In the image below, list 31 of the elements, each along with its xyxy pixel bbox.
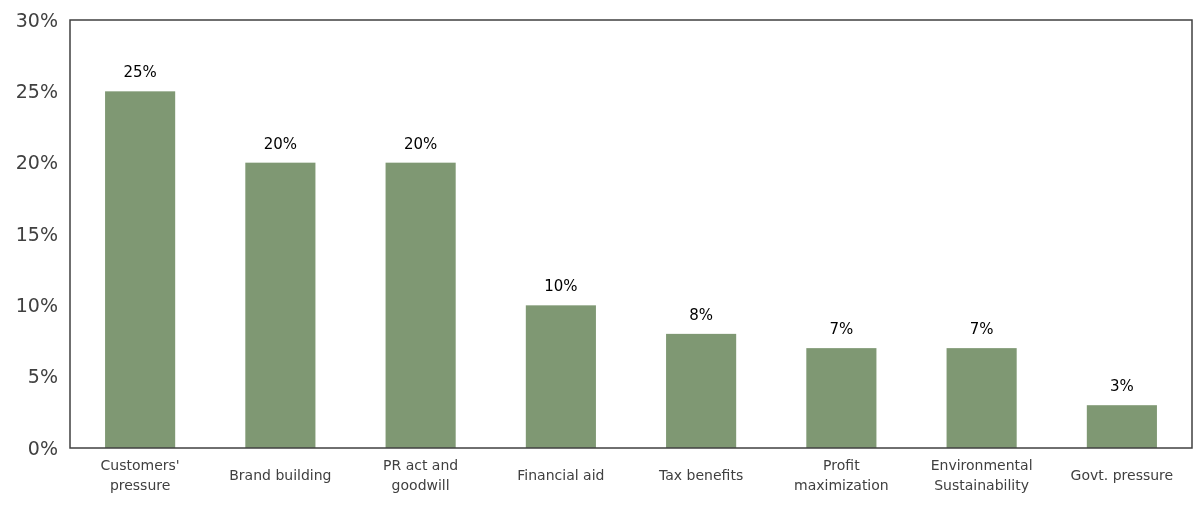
y-tick-label: 0% [27, 436, 58, 459]
bar [525, 305, 596, 448]
data-label: 10% [544, 277, 578, 296]
data-label: 20% [403, 134, 438, 153]
bar [946, 348, 1017, 448]
y-tick-label: 5% [27, 365, 58, 388]
data-label: 7% [829, 320, 854, 339]
bar [666, 333, 737, 448]
x-tick-label: Govt. pressure [1070, 467, 1174, 483]
x-tick-label: PR act and goodwill [383, 457, 459, 493]
x-tick-label: Financial aid [517, 467, 605, 483]
x-tick-label: Environmental Sustainability [930, 457, 1033, 493]
x-tick-label: Profit maximization [794, 457, 889, 493]
bar [385, 162, 456, 448]
y-tick-label: 10% [15, 293, 58, 316]
x-tick-label: Brand building [229, 467, 332, 483]
y-tick-label: 25% [15, 79, 58, 102]
x-tick-label: Tax benefits [658, 467, 744, 483]
y-tick-label: 30% [15, 8, 58, 31]
data-label: 20% [263, 134, 298, 153]
data-label: 7% [969, 320, 994, 339]
y-tick-label: 15% [15, 222, 58, 245]
data-label: 3% [1109, 377, 1134, 396]
bar [245, 162, 316, 448]
data-label: 8% [689, 305, 714, 324]
data-label: 25% [123, 63, 157, 82]
bar [1086, 405, 1157, 448]
y-tick-label: 20% [15, 151, 58, 174]
bar [105, 91, 176, 448]
x-tick-label: Customers' pressure [100, 457, 180, 493]
bar [806, 348, 877, 448]
